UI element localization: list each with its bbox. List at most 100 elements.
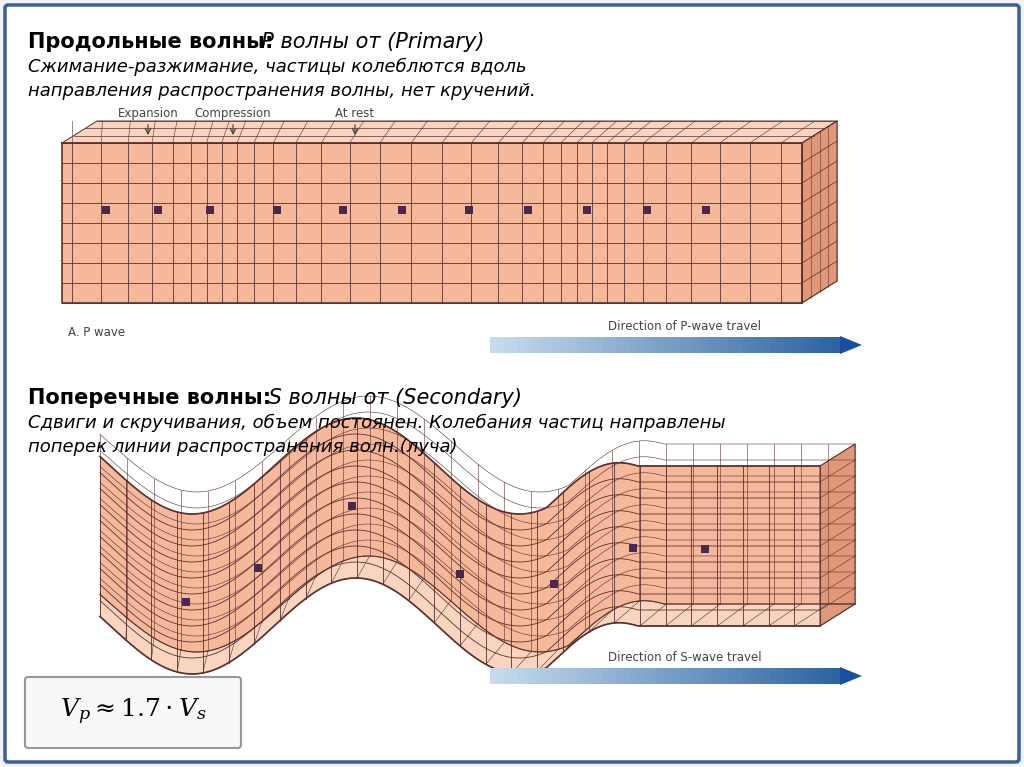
Bar <box>714 337 722 353</box>
Bar <box>833 668 841 684</box>
Bar <box>721 668 728 684</box>
Bar <box>62 143 802 303</box>
Bar <box>658 337 666 353</box>
Bar <box>398 206 407 214</box>
Bar <box>749 337 757 353</box>
Bar <box>714 668 722 684</box>
Bar <box>701 206 710 214</box>
Bar <box>595 668 602 684</box>
Bar <box>524 206 532 214</box>
Bar <box>763 668 770 684</box>
Bar <box>756 337 764 353</box>
Bar <box>826 337 834 353</box>
Bar <box>504 337 512 353</box>
Bar <box>735 337 742 353</box>
Polygon shape <box>62 121 837 143</box>
Bar <box>567 337 574 353</box>
Text: $V_p \approx 1.7 \cdot V_s$: $V_p \approx 1.7 \cdot V_s$ <box>59 696 206 727</box>
Bar <box>490 337 498 353</box>
Bar <box>644 337 651 353</box>
Bar <box>504 668 512 684</box>
Bar <box>791 668 799 684</box>
Bar <box>553 668 560 684</box>
Bar <box>728 337 735 353</box>
Bar <box>756 668 764 684</box>
Bar <box>456 570 464 578</box>
Polygon shape <box>100 556 855 674</box>
Text: Direction of P-wave travel: Direction of P-wave travel <box>608 320 762 333</box>
Bar <box>707 668 715 684</box>
Bar <box>272 206 281 214</box>
Bar <box>630 668 638 684</box>
Text: S волны от (Secondary): S волны от (Secondary) <box>262 388 522 408</box>
Text: Direction of S-wave travel: Direction of S-wave travel <box>608 651 762 664</box>
Text: Продольные волны:: Продольные волны: <box>28 32 273 52</box>
Bar <box>546 337 554 353</box>
Bar <box>679 337 686 353</box>
Bar <box>254 565 262 572</box>
Text: Expansion: Expansion <box>118 107 178 120</box>
Bar <box>532 668 540 684</box>
Bar <box>518 337 525 353</box>
Bar <box>798 668 806 684</box>
Bar <box>700 668 708 684</box>
Bar <box>623 337 631 353</box>
Bar <box>791 337 799 353</box>
Bar <box>102 206 111 214</box>
Bar <box>102 206 111 214</box>
Bar <box>643 206 650 214</box>
Bar <box>182 597 190 606</box>
Bar <box>784 668 792 684</box>
Bar <box>525 668 532 684</box>
Bar <box>819 668 826 684</box>
Bar <box>616 337 624 353</box>
Polygon shape <box>100 418 820 674</box>
Bar <box>812 337 819 353</box>
Bar <box>693 337 700 353</box>
Bar <box>524 206 532 214</box>
Bar <box>339 206 347 214</box>
Bar <box>574 337 582 353</box>
Bar <box>616 668 624 684</box>
Bar <box>511 337 518 353</box>
Bar <box>553 337 560 353</box>
Bar <box>398 206 407 214</box>
Bar <box>574 668 582 684</box>
Bar <box>588 668 596 684</box>
Bar <box>465 206 473 214</box>
Bar <box>651 337 658 353</box>
Bar <box>525 337 532 353</box>
Bar <box>749 668 757 684</box>
Bar <box>497 668 505 684</box>
Text: Поперечные волны:: Поперечные волны: <box>28 388 271 408</box>
Bar <box>609 668 616 684</box>
Bar <box>584 206 592 214</box>
Bar <box>805 337 812 353</box>
Text: Compression: Compression <box>195 107 271 120</box>
Bar <box>602 668 609 684</box>
Bar <box>539 337 547 353</box>
Text: поперек линии распространения волн.(луча): поперек линии распространения волн.(луча… <box>28 438 458 456</box>
Text: Сжимание-разжимание, частицы колеблются вдоль: Сжимание-разжимание, частицы колеблются … <box>28 58 526 76</box>
Polygon shape <box>840 667 862 685</box>
Bar <box>819 337 826 353</box>
Bar <box>833 337 841 353</box>
Polygon shape <box>840 336 862 354</box>
Bar <box>742 668 750 684</box>
Bar <box>770 668 777 684</box>
Bar <box>560 337 567 353</box>
Text: At rest: At rest <box>336 107 375 120</box>
Bar <box>679 668 686 684</box>
Polygon shape <box>802 121 837 303</box>
Bar <box>584 206 592 214</box>
Bar <box>777 668 784 684</box>
Bar <box>735 668 742 684</box>
Bar <box>672 668 680 684</box>
FancyBboxPatch shape <box>5 5 1019 762</box>
Text: A. P wave: A. P wave <box>68 327 125 340</box>
Text: P волны от (Primary): P волны от (Primary) <box>248 32 484 52</box>
Bar <box>637 668 644 684</box>
Bar <box>581 668 589 684</box>
Bar <box>651 668 658 684</box>
Bar <box>643 206 650 214</box>
